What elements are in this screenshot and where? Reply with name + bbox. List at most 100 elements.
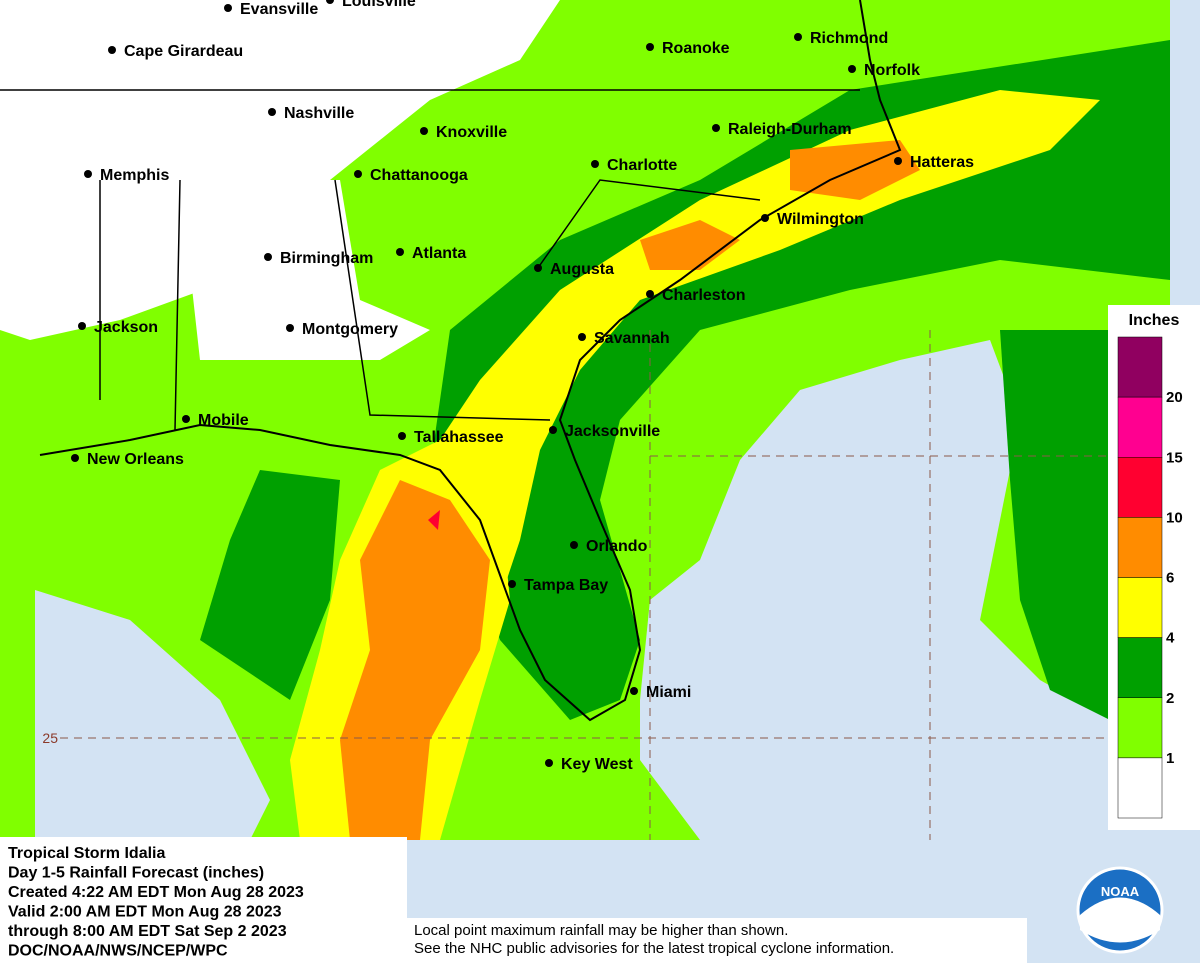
city-dot [326, 0, 334, 4]
city-dot [354, 170, 362, 178]
legend-tick: 4 [1166, 630, 1175, 647]
city-label: Birmingham [280, 250, 373, 267]
city-dot [108, 46, 116, 54]
logo-wave [1080, 897, 1160, 943]
legend-swatch [1117, 577, 1163, 638]
city-label: New Orleans [87, 451, 184, 468]
city-dot [508, 580, 516, 588]
city-label: Mobile [198, 412, 249, 429]
state-border [99, 179, 761, 431]
info-line: Tropical Storm Idalia [8, 845, 165, 862]
legend-tick: 1 [1166, 750, 1174, 767]
disclaimer-box [407, 918, 1027, 963]
city-dot [268, 108, 276, 116]
city-label: Evansville [240, 1, 318, 18]
coastline [39, 0, 902, 722]
info-line: DOC/NOAA/NWS/NCEP/WPC [8, 943, 228, 960]
rain-10in [428, 510, 440, 530]
city-dot [84, 170, 92, 178]
disclaimer: Local point maximum rainfall may be high… [414, 922, 894, 957]
logo-text: NOAA [1101, 884, 1140, 899]
city-dot [894, 157, 902, 165]
city-dot [794, 33, 802, 41]
city-dot [398, 432, 406, 440]
city-label: Nashville [284, 105, 354, 122]
info-line: Created 4:22 AM EDT Mon Aug 28 2023 [8, 884, 304, 901]
legend-swatch [1117, 637, 1163, 698]
city-label: Miami [646, 684, 691, 701]
disclaimer-line: See the NHC public advisories for the la… [414, 940, 894, 957]
city-dot [578, 333, 586, 341]
city-dot [182, 415, 190, 423]
ocean-no-rain [35, 590, 270, 840]
info-box [0, 837, 407, 963]
city-label: Orlando [586, 538, 648, 555]
info-text: Tropical Storm Idalia Day 1-5 Rainfall Fo… [8, 845, 304, 960]
city-dot [591, 160, 599, 168]
city-label: Cape Girardeau [124, 43, 243, 60]
city-label: Savannah [594, 330, 670, 347]
city-dot [646, 43, 654, 51]
legend-swatch [1117, 697, 1163, 759]
cities: Evansville Louisville Cape Girardeau Roanok… [71, 0, 974, 773]
city-label: Roanoke [662, 40, 730, 57]
city-label: Montgomery [302, 321, 398, 338]
city-dot [71, 454, 79, 462]
legend-swatch [1117, 336, 1163, 398]
legend-swatch [1117, 457, 1163, 518]
city-label: Hatteras [910, 154, 974, 171]
legend-swatch [1117, 517, 1163, 578]
rain-2in [1000, 330, 1110, 720]
city-dot [761, 214, 769, 222]
legend-tick: 6 [1166, 570, 1174, 587]
city-label: Louisville [342, 0, 416, 10]
city-label: Atlanta [412, 245, 466, 262]
dry-land [180, 180, 430, 360]
city-dot [396, 248, 404, 256]
city-label: Jackson [94, 319, 158, 336]
legend-tick: 2 [1166, 690, 1174, 707]
info-line: through 8:00 AM EDT Sat Sep 2 2023 [8, 923, 287, 940]
city-dot [712, 124, 720, 132]
graticule [60, 330, 1110, 840]
city-dot [646, 290, 654, 298]
city-label: Wilmington [777, 211, 864, 228]
city-label: Augusta [550, 261, 614, 278]
city-dot [570, 541, 578, 549]
city-dot [420, 127, 428, 135]
rain-2in [430, 40, 1170, 720]
city-dot [549, 426, 557, 434]
dry-land [0, 0, 560, 340]
city-label: Tallahassee [414, 429, 504, 446]
city-dot [78, 322, 86, 330]
city-label: Chattanooga [370, 167, 468, 184]
legend-swatch [1117, 396, 1163, 458]
city-label: Richmond [810, 30, 888, 47]
city-dot [545, 759, 553, 767]
legend-tick: 10 [1166, 509, 1183, 526]
legend-tick: 20 [1166, 389, 1183, 406]
city-label: Raleigh-Durham [728, 121, 852, 138]
latitude-label: 25 [42, 730, 58, 746]
city-label: Key West [561, 756, 633, 773]
city-dot [286, 324, 294, 332]
legend-tick: 15 [1166, 449, 1183, 466]
ocean-no-rain [640, 340, 1170, 960]
city-label: Charleston [662, 287, 746, 304]
city-dot [264, 253, 272, 261]
disclaimer-line: Local point maximum rainfall may be high… [414, 922, 788, 939]
legend: Inches 20 15 10 6 4 2 1 [1108, 305, 1200, 830]
city-label: Tampa Bay [524, 577, 608, 594]
city-label: Charlotte [607, 157, 677, 174]
legend-title: Inches [1129, 312, 1180, 329]
info-line: Valid 2:00 AM EDT Mon Aug 28 2023 [8, 904, 282, 921]
rain-6in [340, 480, 490, 840]
info-line: Day 1-5 Rainfall Forecast (inches) [8, 865, 264, 882]
rain-6in [640, 220, 740, 270]
city-label: Jacksonville [565, 423, 660, 440]
city-label: Memphis [100, 167, 169, 184]
city-label: Norfolk [864, 62, 920, 79]
city-label: Knoxville [436, 124, 507, 141]
city-dot [630, 687, 638, 695]
